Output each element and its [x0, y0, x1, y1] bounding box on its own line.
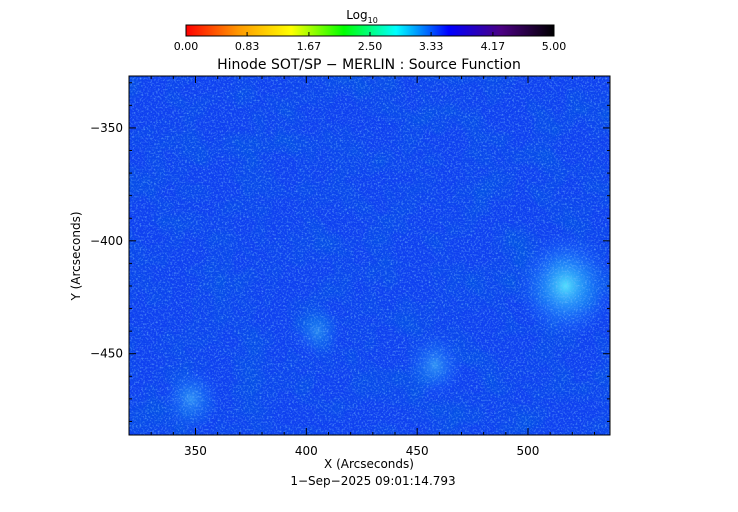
colorbar-tick-label: 1.67 [297, 40, 322, 53]
y-tick-label: −450 [90, 347, 123, 361]
chart-title: Hinode SOT/SP − MERLIN : Source Function [217, 57, 521, 73]
colorbar-tick-label: 4.17 [481, 40, 506, 53]
x-tick-label: 350 [184, 444, 207, 458]
x-tick-label: 500 [517, 444, 540, 458]
y-axis: −350 −400 −450 [90, 82, 610, 422]
y-tick-label: −400 [90, 234, 123, 248]
colorbar-label: Log10 [346, 8, 378, 25]
colorbar-ticks: 0.00 0.83 1.67 2.50 3.33 4.17 5.00 [174, 32, 567, 53]
colorbar-tick-label: 3.33 [419, 40, 444, 53]
heatmap-image [129, 76, 610, 435]
timestamp: 1−Sep−2025 09:01:14.793 [290, 474, 455, 488]
x-tick-label: 450 [406, 444, 429, 458]
x-axis: 350 400 450 500 [128, 76, 595, 458]
colorbar: Log10 0.00 0.83 1.67 2.50 3.33 4.17 5.00 [174, 8, 567, 53]
colorbar-tick-label: 0.00 [174, 40, 199, 53]
y-axis-label: Y (Arcseconds) [69, 211, 83, 301]
colorbar-tick-label: 0.83 [235, 40, 260, 53]
x-tick-label: 400 [295, 444, 318, 458]
heatmap-speckle [129, 76, 610, 435]
x-axis-label: X (Arcseconds) [324, 457, 414, 471]
plot-frame [128, 75, 611, 436]
y-tick-label: −350 [90, 121, 123, 135]
colorbar-tick-label: 5.00 [542, 40, 567, 53]
colorbar-tick-label: 2.50 [358, 40, 383, 53]
